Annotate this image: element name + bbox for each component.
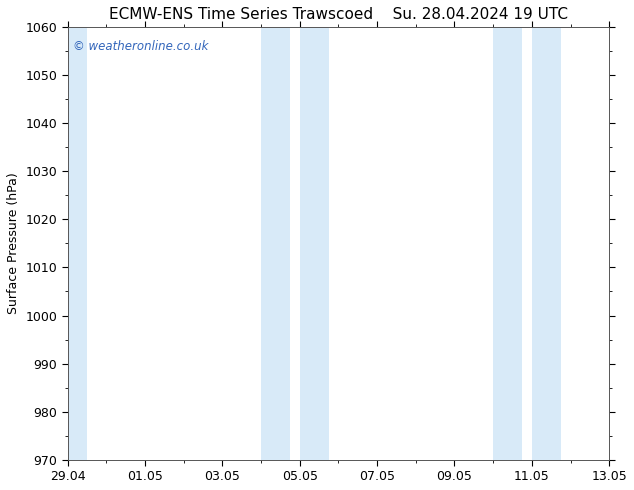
Y-axis label: Surface Pressure (hPa): Surface Pressure (hPa) bbox=[7, 172, 20, 314]
Text: © weatheronline.co.uk: © weatheronline.co.uk bbox=[73, 40, 209, 53]
Bar bbox=[261, 27, 290, 460]
Bar bbox=[532, 27, 561, 460]
Bar bbox=[493, 27, 522, 460]
Bar bbox=[58, 27, 87, 460]
Bar bbox=[300, 27, 329, 460]
Title: ECMW-ENS Time Series Trawscoed    Su. 28.04.2024 19 UTC: ECMW-ENS Time Series Trawscoed Su. 28.04… bbox=[109, 7, 568, 22]
